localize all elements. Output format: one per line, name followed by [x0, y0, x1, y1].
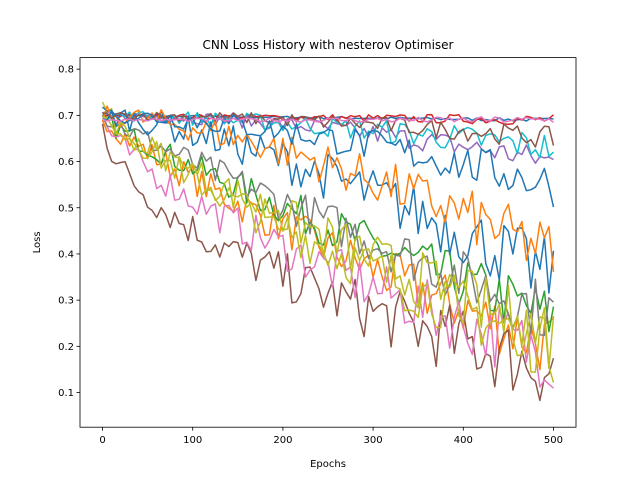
x-axis-ticks: 0 100 200 300 400 500	[99, 427, 563, 446]
y-axis-label: Loss	[32, 231, 43, 253]
loss-series-line	[101, 111, 555, 333]
y-tick-label: 0.5	[58, 203, 74, 214]
series-layer	[101, 101, 555, 402]
y-tick-label: 0.1	[58, 388, 74, 399]
x-tick-label: 300	[364, 435, 383, 446]
x-tick-label: 100	[183, 435, 202, 446]
chart-title: CNN Loss History with nesterov Optimiser	[202, 38, 453, 52]
loss-series-line	[102, 113, 554, 125]
x-tick-label: 0	[99, 435, 105, 446]
y-tick-label: 0.2	[58, 342, 74, 353]
y-tick-label: 0.4	[58, 249, 74, 260]
y-tick-label: 0.6	[58, 157, 74, 168]
plot-background	[80, 57, 576, 428]
loss-series-line	[101, 101, 555, 383]
y-tick-label: 0.7	[58, 111, 74, 122]
x-tick-label: 500	[544, 435, 563, 446]
x-axis-label: Epochs	[310, 459, 346, 470]
loss-series-line	[101, 123, 555, 402]
y-tick-label: 0.8	[58, 65, 74, 76]
x-tick-label: 200	[273, 435, 292, 446]
y-tick-label: 0.3	[58, 296, 74, 307]
x-tick-label: 400	[454, 435, 473, 446]
y-axis-ticks: 0.1 0.2 0.3 0.4 0.5 0.6 0.7 0.8	[58, 65, 80, 399]
loss-series-line	[101, 119, 555, 371]
loss-series-line	[102, 111, 555, 159]
plot-frame	[79, 57, 577, 428]
loss-series-line	[102, 116, 554, 123]
loss-series-line	[102, 115, 555, 369]
loss-series-line	[102, 110, 555, 208]
